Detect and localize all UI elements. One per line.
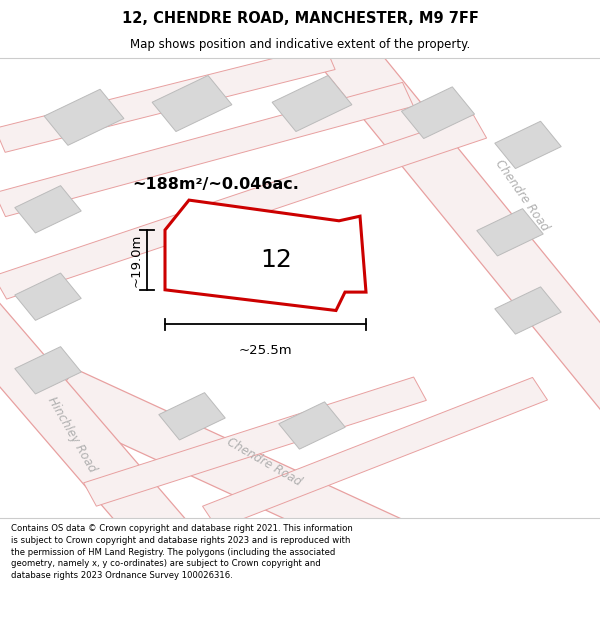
Text: Chendre Road: Chendre Road (224, 436, 304, 489)
Polygon shape (159, 392, 225, 440)
Polygon shape (401, 87, 475, 139)
Polygon shape (15, 186, 81, 233)
Polygon shape (495, 121, 561, 169)
Polygon shape (279, 402, 345, 449)
Text: Map shows position and indicative extent of the property.: Map shows position and indicative extent… (130, 38, 470, 51)
Polygon shape (305, 22, 600, 415)
Polygon shape (0, 46, 335, 152)
Text: Hinchley Road: Hinchley Road (45, 394, 99, 475)
Text: 12, CHENDRE ROAD, MANCHESTER, M9 7FF: 12, CHENDRE ROAD, MANCHESTER, M9 7FF (122, 11, 478, 26)
Polygon shape (44, 89, 124, 146)
Polygon shape (44, 369, 406, 560)
Text: Contains OS data © Crown copyright and database right 2021. This information
is : Contains OS data © Crown copyright and d… (11, 524, 353, 580)
Polygon shape (15, 347, 81, 394)
Polygon shape (477, 209, 543, 256)
Text: ~188m²/~0.046ac.: ~188m²/~0.046ac. (133, 176, 299, 191)
Text: ~19.0m: ~19.0m (130, 233, 143, 287)
Text: 12: 12 (260, 248, 292, 272)
Polygon shape (165, 200, 366, 311)
Polygon shape (15, 273, 81, 321)
Polygon shape (495, 287, 561, 334)
Polygon shape (0, 115, 487, 299)
Polygon shape (152, 76, 232, 131)
Text: ~25.5m: ~25.5m (239, 344, 292, 357)
Text: Chendre Road: Chendre Road (493, 158, 551, 234)
Polygon shape (83, 377, 427, 506)
Polygon shape (203, 378, 547, 529)
Polygon shape (272, 76, 352, 131)
Polygon shape (0, 82, 413, 217)
Polygon shape (0, 298, 193, 553)
